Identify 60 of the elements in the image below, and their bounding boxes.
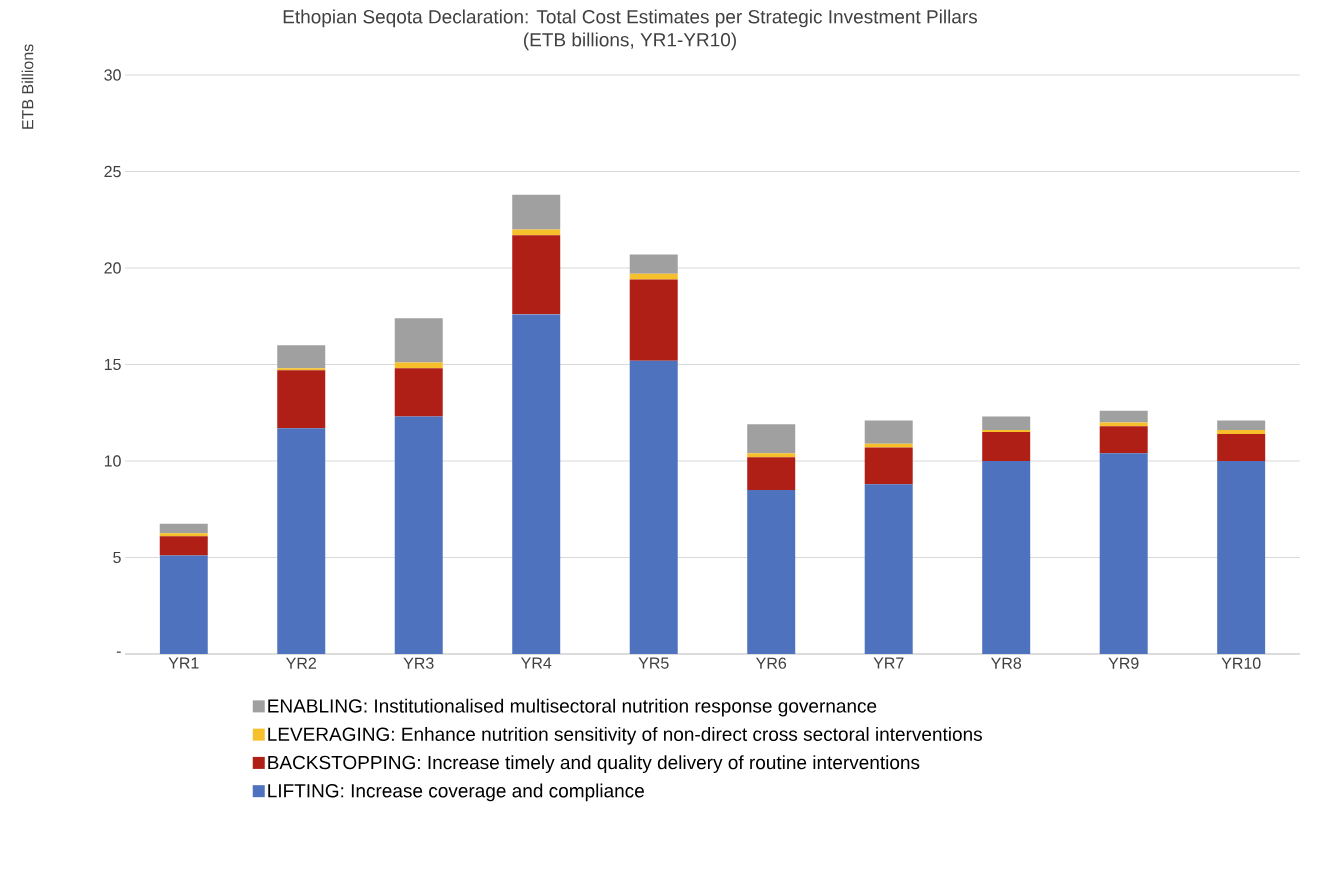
y-axis-title: ETB Billions: [21, 44, 34, 129]
x-tick-label: YR5: [638, 657, 669, 669]
bar: [1217, 430, 1266, 434]
y-tick-label: 30: [104, 69, 121, 81]
x-tick-label: YR10: [1221, 657, 1261, 669]
legend-label: LEVERAGING: Enhance nutrition sensitivity of non-direct cross sectoral interventions: [268, 727, 982, 745]
bar: [394, 368, 443, 417]
bar: [1217, 420, 1266, 431]
bar: [982, 461, 1031, 654]
bar: [159, 555, 208, 654]
y-tick-label: 15: [104, 358, 121, 371]
bar: [629, 360, 678, 654]
x-tick-label: YR8: [990, 657, 1022, 669]
bar: [512, 235, 561, 315]
bar: [512, 229, 561, 236]
y-tick-label: -: [116, 651, 121, 653]
bar: [1099, 453, 1148, 654]
x-tick-label: YR2: [286, 657, 316, 669]
bar: [629, 273, 678, 280]
bar: [629, 254, 678, 274]
bar: [1217, 461, 1266, 654]
bar: [629, 279, 678, 361]
y-tick-label: 25: [104, 165, 121, 178]
bar: [747, 453, 796, 458]
x-tick-label: YR4: [521, 657, 552, 669]
y-tick-label: 10: [104, 455, 121, 467]
legend-label: BACKSTOPPING: Increase timely and quality delivery of routine interventions: [268, 755, 920, 773]
legend-label: LIFTING: Increase coverage and compliance: [268, 783, 644, 802]
bar: [982, 416, 1031, 431]
x-tick-label: YR3: [403, 657, 434, 669]
bar: [747, 489, 796, 654]
bar: [159, 523, 208, 534]
chart-subtitle: (ETB billions, YR1-YR10): [524, 32, 736, 51]
bar: [277, 345, 326, 369]
bar: [159, 536, 208, 556]
bar: [277, 428, 326, 654]
bar: [394, 416, 443, 654]
bar: [747, 457, 796, 490]
x-tick-label: YR7: [873, 657, 904, 669]
y-tick-label: 20: [104, 262, 121, 274]
bar: [1099, 426, 1148, 454]
bar: [747, 424, 796, 454]
legend-label: ENABLING: Institutionalised multisectoral nutrition response governance: [268, 698, 877, 717]
x-tick-label: YR9: [1108, 657, 1139, 669]
x-tick-label: YR1: [168, 657, 199, 669]
bar: [1099, 410, 1148, 423]
bar: [159, 533, 208, 537]
bar: [512, 194, 561, 230]
bar: [394, 318, 443, 363]
bar: [982, 432, 1031, 461]
bar: [864, 420, 913, 444]
chart-title: Ethopian Seqota Declaration: Total Cost Estimates per Strategic Investment Pillars: [283, 9, 978, 28]
bar: [1217, 433, 1266, 461]
bar: [864, 447, 913, 485]
y-tick-label: 5: [113, 551, 121, 564]
bar: [864, 484, 913, 654]
bar: [1099, 422, 1148, 427]
bar: [512, 314, 561, 654]
bar: [277, 370, 326, 429]
x-tick-label: YR6: [756, 657, 787, 669]
